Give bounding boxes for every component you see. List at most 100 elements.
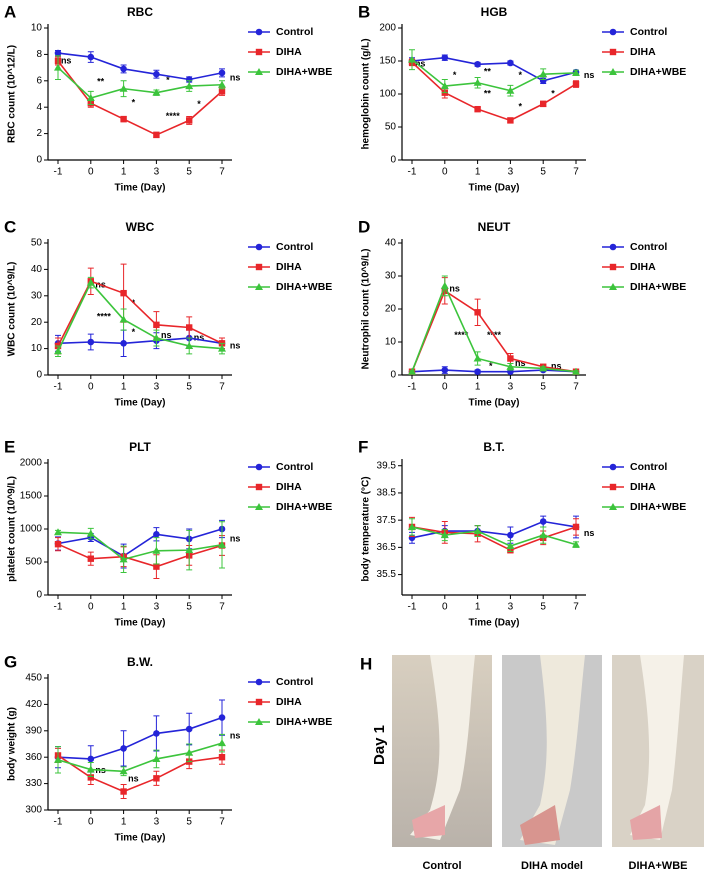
photo-paw [630, 655, 684, 840]
legend-label: DIHA [276, 261, 302, 273]
significance-label: * [166, 75, 170, 85]
y-axis-label: body temperature (°C) [361, 476, 372, 581]
legend-label: DIHA+WBE [276, 501, 332, 513]
panel-letter: G [4, 652, 17, 671]
legend-label: Control [630, 461, 667, 473]
marker [185, 725, 193, 733]
significance-label: ns [194, 332, 205, 342]
marker [408, 522, 416, 530]
y-axis-label: hemoglobin count (g/L) [361, 38, 372, 149]
marker [255, 503, 263, 510]
panel-letter: C [4, 217, 16, 236]
marker [609, 28, 617, 36]
marker [119, 84, 128, 92]
marker [255, 718, 263, 725]
y-tick-label: 30 [385, 271, 397, 282]
photo-paw [520, 805, 560, 845]
y-axis-label: body weight (g) [7, 707, 18, 781]
x-axis-label: Time (Day) [115, 398, 166, 409]
marker [572, 68, 580, 76]
significance-label: ns [161, 330, 172, 340]
x-tick-label: 7 [573, 602, 579, 613]
marker [153, 530, 160, 538]
marker [507, 355, 514, 362]
y-axis-label: RBC count (10^12/L) [7, 45, 18, 143]
panel-letter: E [4, 437, 15, 456]
y-tick-label: 20 [385, 304, 397, 315]
significance-label: ns [515, 358, 526, 368]
marker [255, 243, 263, 251]
x-tick-label: 1 [475, 382, 481, 393]
marker [218, 88, 226, 95]
marker [54, 755, 62, 763]
chart-title: B.W. [127, 655, 153, 669]
x-tick-label: 0 [442, 167, 448, 178]
marker [474, 309, 481, 316]
x-tick-label: 7 [573, 382, 579, 393]
marker [255, 28, 263, 36]
marker [120, 115, 127, 123]
marker [473, 78, 482, 86]
x-axis-label: Time (Day) [115, 833, 166, 844]
panel-letter: H [360, 654, 372, 673]
marker [153, 775, 160, 782]
photo-caption: Control [422, 860, 461, 872]
marker [572, 540, 580, 548]
legend-label: DIHA+WBE [630, 501, 686, 513]
marker [474, 368, 481, 376]
significance-label: ns [584, 70, 595, 80]
series-line [57, 280, 223, 347]
significance-label: ns [230, 730, 241, 740]
x-tick-label: 1 [121, 602, 127, 613]
x-tick-label: 7 [219, 382, 225, 393]
series-line [57, 754, 223, 793]
legend-label: DIHA+WBE [630, 66, 686, 78]
y-tick-label: 390 [25, 725, 42, 736]
series-line [411, 283, 577, 373]
x-tick-label: 7 [219, 817, 225, 828]
y-tick-label: 10 [385, 337, 397, 348]
series-line [57, 742, 223, 773]
marker [54, 63, 62, 71]
y-tick-label: 2 [36, 128, 42, 139]
series-line [57, 337, 223, 345]
y-axis-label: Neutrophil count (10^9/L) [361, 249, 372, 370]
marker [54, 347, 62, 355]
x-tick-label: -1 [408, 167, 417, 178]
series-line [57, 52, 223, 81]
chart-panel: D NEUT Neutrophil count (10^9/L) Time (Day)… [358, 217, 686, 408]
marker [255, 263, 263, 271]
y-tick-label: 200 [379, 23, 396, 34]
legend-label: DIHA+WBE [276, 281, 332, 293]
x-tick-label: -1 [408, 602, 417, 613]
significance-label: ns [128, 774, 139, 784]
y-tick-label: 6 [36, 75, 42, 86]
marker [153, 730, 160, 737]
x-tick-label: 5 [186, 167, 192, 178]
series-line [411, 526, 577, 547]
marker [218, 754, 226, 761]
marker [609, 243, 617, 251]
x-tick-label: 0 [88, 167, 94, 178]
marker [506, 86, 515, 94]
marker [87, 53, 95, 61]
marker [474, 61, 481, 68]
marker [218, 540, 226, 548]
x-axis-label: Time (Day) [469, 398, 520, 409]
x-tick-label: -1 [54, 602, 63, 613]
x-tick-label: 1 [121, 167, 127, 178]
legend-label: DIHA+WBE [630, 281, 686, 293]
marker [119, 555, 128, 563]
marker [507, 59, 514, 67]
x-tick-label: 3 [154, 602, 160, 613]
marker [86, 93, 95, 101]
x-tick-label: 0 [88, 817, 94, 828]
marker [255, 283, 263, 290]
y-tick-label: 2000 [20, 458, 43, 469]
x-tick-label: 3 [154, 167, 160, 178]
marker [87, 555, 94, 562]
y-tick-label: 38.5 [377, 488, 397, 499]
